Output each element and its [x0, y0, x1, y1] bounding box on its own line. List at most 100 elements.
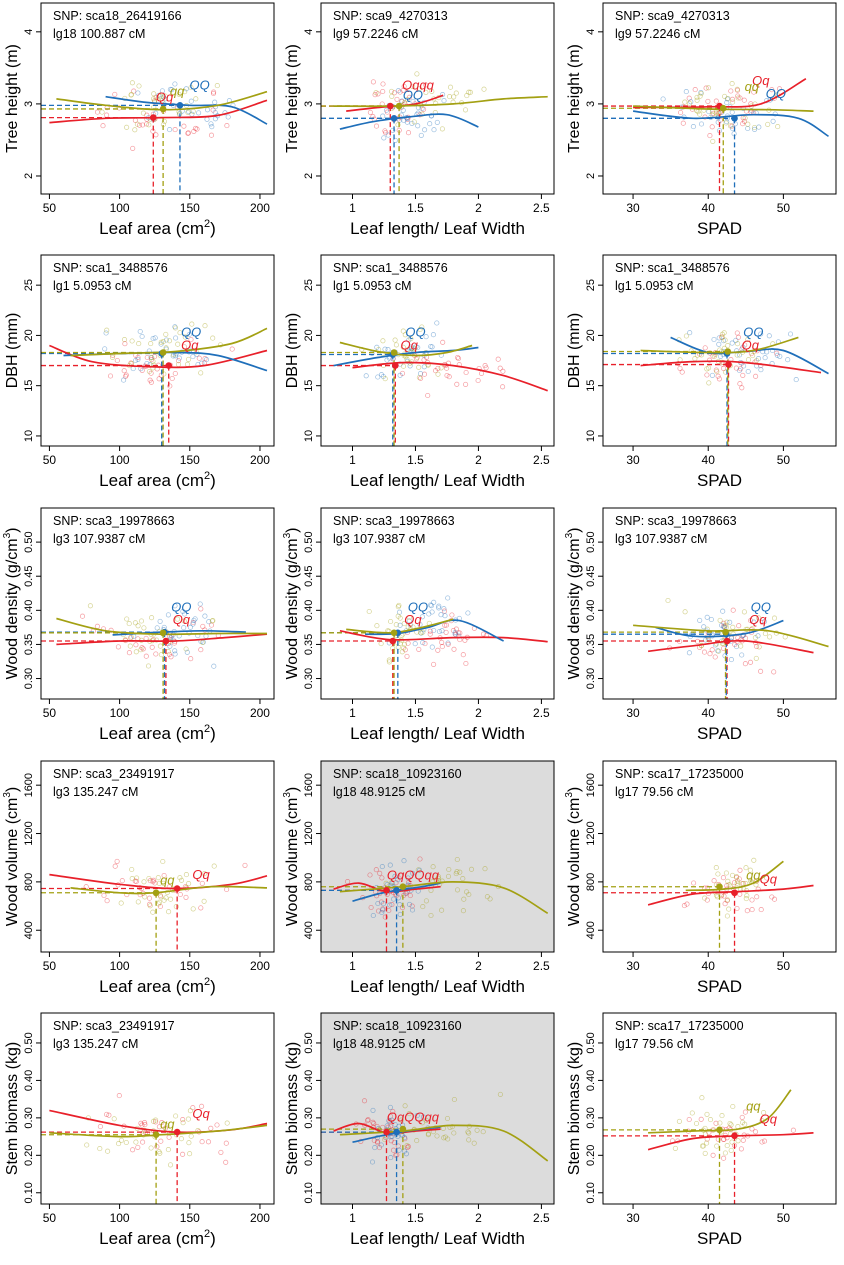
point-qq: [135, 899, 141, 905]
panel-background: [41, 1013, 274, 1204]
panel-frame: [40, 507, 275, 700]
point-qq: [175, 341, 181, 347]
point-qq: [700, 1143, 706, 1149]
y-tick-label: 10: [585, 430, 597, 442]
point-qq: [128, 634, 134, 640]
point-QQ: [793, 377, 799, 383]
point-qq: [713, 641, 720, 647]
point-QQ: [159, 88, 165, 94]
point-qq: [429, 88, 435, 94]
point-qq: [163, 895, 169, 901]
point-qq: [186, 1140, 192, 1146]
y-tick-label: 0.30: [585, 668, 597, 689]
genotype-label: QqQQqq: [387, 1110, 440, 1125]
point-qq: [699, 1095, 705, 1101]
point-qq: [423, 89, 429, 95]
fit-curve-QQ: [105, 95, 268, 125]
point-qq: [767, 634, 773, 640]
point-qq: [105, 1148, 111, 1154]
point-QQ: [719, 622, 725, 628]
point-Qq: [199, 1103, 205, 1109]
point-QQ: [172, 648, 178, 654]
fit-curve-Qq: [640, 360, 822, 374]
mean-point-Qq: [723, 637, 731, 645]
point-qq: [745, 357, 752, 363]
point-Qq: [742, 661, 748, 667]
point-Qq: [764, 875, 770, 881]
point-Qq: [684, 901, 690, 907]
point-Qq: [172, 127, 178, 133]
point-qq: [397, 615, 403, 621]
point-Qq: [116, 105, 122, 111]
point-qq: [724, 897, 731, 903]
point-Qq: [390, 1147, 397, 1153]
point-Qq: [732, 642, 738, 648]
x-axis-label: Leaf length/ Leaf Width: [350, 1229, 525, 1248]
point-Qq: [739, 385, 745, 391]
point-qq: [419, 1120, 425, 1126]
point-qq: [405, 624, 411, 630]
point-QQ: [399, 98, 405, 104]
point-qq: [186, 881, 192, 887]
point-QQ: [431, 627, 437, 634]
y-axis-label-sup: 3: [564, 792, 575, 798]
point-Qq: [463, 381, 469, 387]
y-tick-label: 0.50: [303, 531, 315, 552]
point-qq: [84, 1142, 90, 1148]
y-tick-label: 0.40: [23, 1070, 35, 1091]
point-qq: [722, 93, 728, 99]
point-qq: [163, 345, 169, 351]
point-Qq: [367, 109, 373, 115]
point-Qq: [737, 867, 743, 873]
y-tick-label: 0.40: [23, 600, 35, 621]
point-QQ: [732, 121, 738, 127]
point-Qq: [713, 1120, 719, 1126]
point-qq: [198, 370, 204, 376]
point-Qq: [735, 334, 741, 340]
point-qq: [752, 635, 758, 641]
point-qq: [164, 1123, 170, 1129]
y-tick-label: 800: [303, 873, 315, 891]
point-QQ: [436, 603, 442, 609]
point-qq: [461, 896, 467, 902]
point-qq: [417, 326, 423, 333]
point-QQ: [417, 621, 423, 628]
point-Qq: [736, 876, 742, 882]
point-Qq: [463, 660, 469, 667]
point-Qq: [142, 1122, 148, 1128]
point-Qq: [729, 96, 736, 102]
x-tick-label: 2: [475, 959, 482, 973]
genotype-label: Qq: [742, 337, 760, 352]
point-QQ: [762, 355, 768, 361]
point-Qq: [140, 1139, 146, 1145]
point-qq: [466, 891, 472, 898]
point-QQ: [728, 657, 734, 663]
y-tick-label: 0.45: [23, 566, 35, 587]
mean-point-Qq: [383, 887, 390, 894]
point-qq: [453, 90, 459, 96]
point-QQ: [445, 640, 451, 646]
point-qq: [754, 357, 760, 364]
point-qq: [467, 89, 473, 95]
point-qq: [402, 1103, 408, 1109]
point-qq: [141, 879, 147, 885]
point-qq: [753, 655, 759, 661]
y-tick-label: 0.50: [23, 1032, 35, 1053]
x-tick-label: 200: [250, 1211, 270, 1225]
point-Qq: [123, 372, 129, 378]
x-tick-label: 30: [626, 201, 640, 215]
point-QQ: [172, 324, 178, 330]
fit-curve-Qq: [56, 633, 268, 646]
y-tick-label: 10: [23, 430, 35, 442]
point-Qq: [185, 130, 191, 136]
point-QQ: [415, 123, 421, 129]
y-tick-label: 4: [303, 29, 315, 35]
point-qq: [161, 118, 167, 124]
point-QQ: [150, 335, 156, 342]
point-Qq: [135, 1144, 141, 1150]
x-tick-label: 1: [349, 1211, 356, 1225]
point-Qq: [692, 87, 698, 93]
